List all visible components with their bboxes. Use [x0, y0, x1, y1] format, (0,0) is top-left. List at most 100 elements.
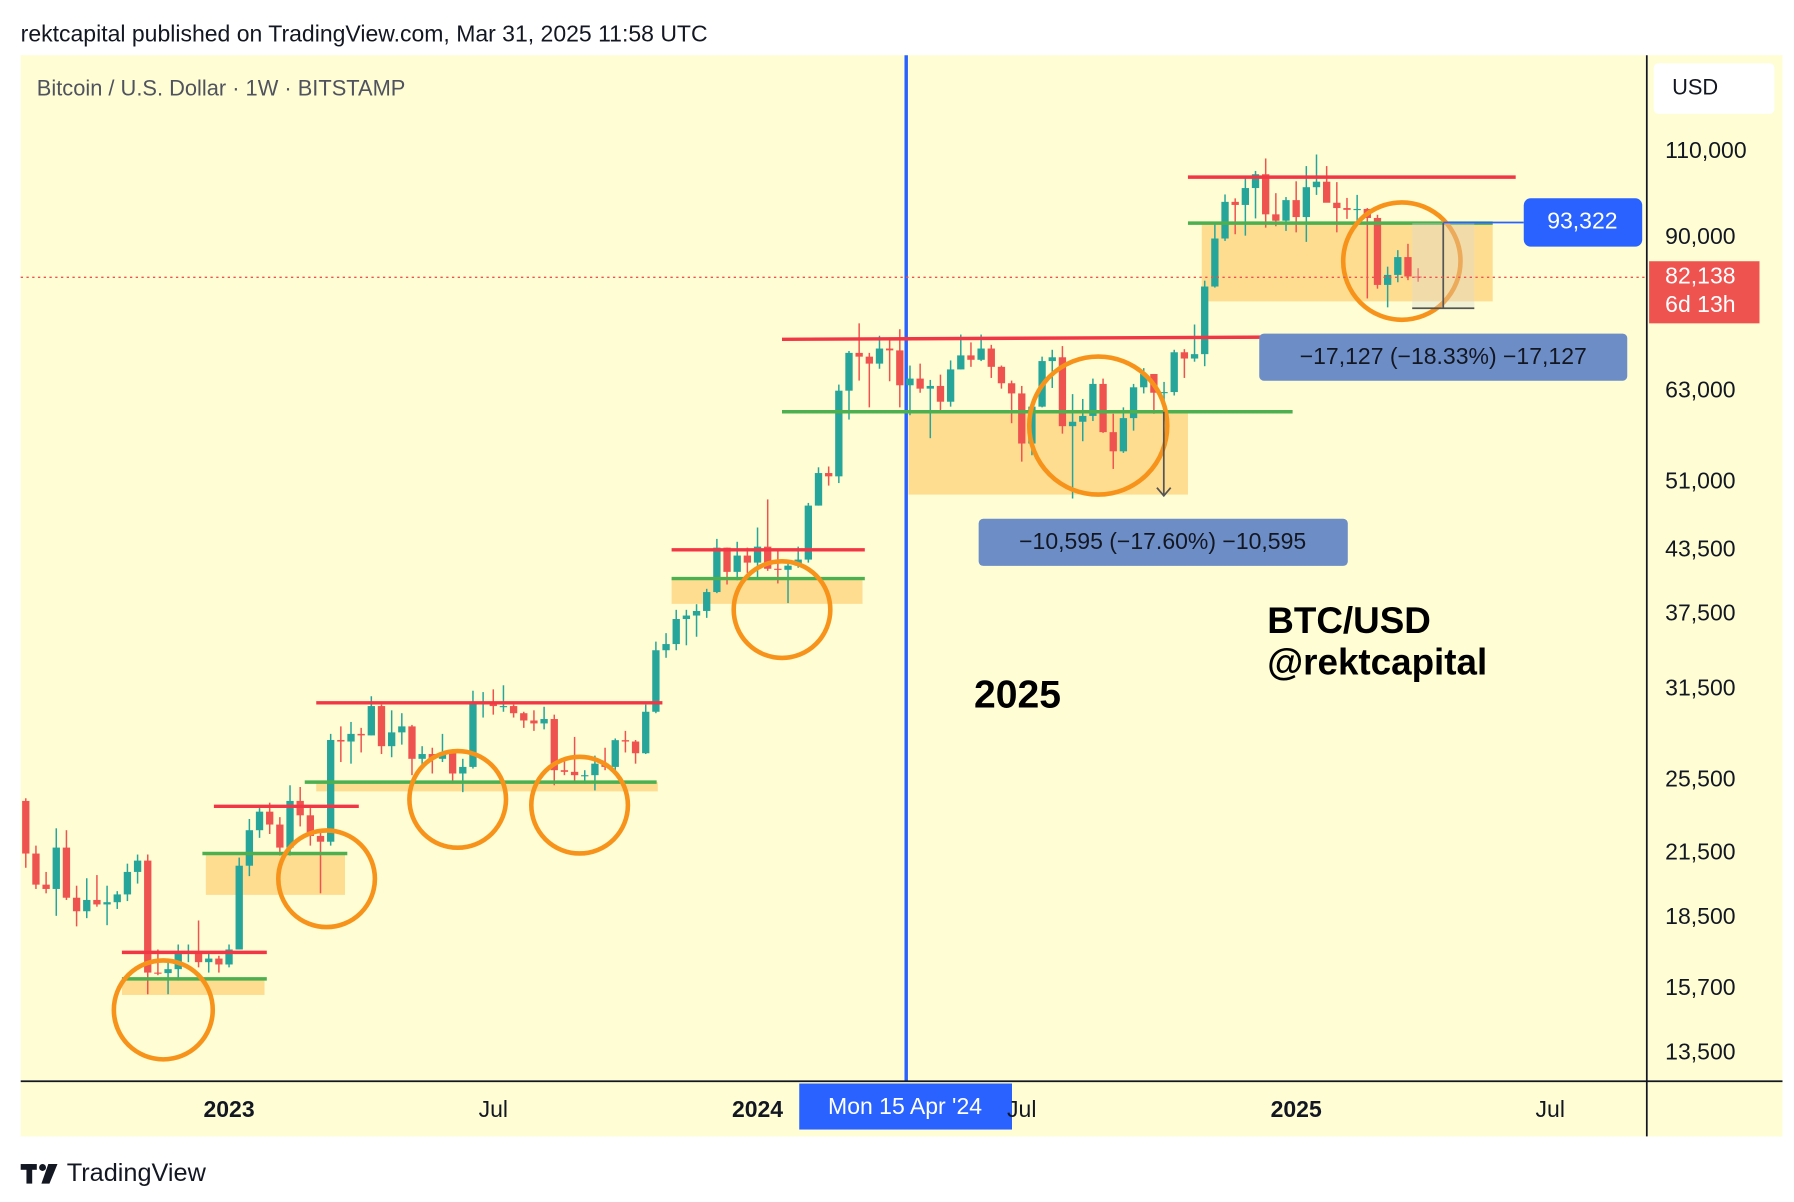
levels: [121, 175, 1516, 981]
candle-body: [530, 720, 538, 724]
candle-body: [62, 847, 71, 898]
candle-body: [916, 378, 924, 389]
y-tick-label: 31,500: [1665, 674, 1735, 700]
candle-body: [1109, 432, 1117, 452]
candle-body: [255, 811, 264, 831]
candle-body: [733, 555, 741, 572]
candle-body: [611, 740, 619, 767]
candle-body: [1373, 217, 1382, 285]
candle-body: [1007, 383, 1016, 394]
measure-tools: [1156, 223, 1475, 498]
candle-body: [672, 619, 680, 645]
candle-body: [1089, 383, 1097, 416]
candle-body: [499, 706, 508, 708]
circle: [407, 748, 509, 851]
logo-part: [26, 1164, 33, 1184]
candle-body: [469, 703, 477, 767]
marker-label: 93,322: [1547, 208, 1617, 234]
candle-body: [581, 775, 589, 777]
circle: [1026, 354, 1170, 497]
zone: [908, 411, 1188, 495]
y-tick-label: 51,000: [1665, 467, 1735, 493]
candle-body: [387, 732, 396, 747]
candle-body: [987, 348, 995, 367]
candle-body: [662, 644, 670, 651]
x-tick-label: Jul: [479, 1096, 508, 1122]
candle-body: [1241, 188, 1250, 205]
last-price-box: [1649, 261, 1760, 324]
candle-body: [977, 348, 985, 360]
x-tick-label: Jul: [1007, 1096, 1036, 1122]
candle-body: [1282, 200, 1290, 221]
candle-body: [1251, 174, 1260, 189]
candle-body: [652, 650, 660, 712]
candle-body: [957, 355, 965, 370]
candle-body: [774, 568, 782, 570]
candle-body: [22, 800, 30, 854]
candle-body: [276, 824, 284, 848]
candle-body: [1312, 181, 1321, 188]
watermark: BTC/USD: [1267, 600, 1431, 641]
arrow-head: [1156, 487, 1172, 498]
measure-label: −10,595 (−17.60%) −10,595: [1019, 528, 1306, 554]
candle-body: [52, 847, 60, 889]
candle-body: [448, 752, 457, 774]
circle: [1340, 200, 1463, 323]
candle-body: [743, 555, 752, 563]
candle-body: [713, 547, 721, 593]
candle-body: [164, 969, 172, 974]
candle-body: [1190, 354, 1199, 359]
countdown: 6d 13h: [1665, 291, 1735, 317]
y-tick-label: 13,500: [1665, 1039, 1735, 1065]
candle-body: [1119, 418, 1128, 452]
circle: [528, 754, 631, 856]
candle-body: [418, 754, 426, 759]
candle-body: [93, 899, 101, 905]
chart-panel: [20, 55, 1783, 1137]
candle-body: [753, 546, 762, 563]
resistance: [781, 335, 1293, 342]
candle-body: [692, 610, 701, 616]
y-tick-label: 43,500: [1665, 536, 1735, 562]
candle-body: [560, 770, 569, 772]
circle: [276, 828, 378, 930]
candle-body: [83, 899, 91, 912]
candle-body: [1302, 187, 1310, 218]
candle-body: [245, 830, 254, 866]
candle-body: [1079, 415, 1087, 422]
candle-body: [459, 766, 467, 774]
candle-body: [337, 739, 345, 742]
candle-body: [804, 505, 813, 560]
candle-body: [286, 800, 294, 848]
candle-body: [1068, 421, 1077, 427]
candle-body: [1018, 393, 1026, 444]
y-tick-label: 25,500: [1665, 765, 1735, 791]
candle-body: [357, 733, 365, 736]
candle-body: [1211, 238, 1219, 287]
candle-body: [1099, 383, 1107, 433]
candle-body: [1048, 357, 1056, 362]
candle-body: [266, 811, 274, 825]
candle-body: [621, 740, 630, 742]
candle-body: [1058, 357, 1067, 427]
candle-body: [1272, 214, 1280, 221]
marker-box: [1523, 198, 1643, 247]
measure-box: [978, 518, 1348, 566]
candle-body: [591, 763, 599, 776]
candle-body: [1383, 274, 1392, 285]
candle-body: [32, 853, 40, 885]
candle-body: [1292, 200, 1300, 218]
x-tick-label: 2023: [203, 1096, 254, 1122]
candles: [22, 154, 1422, 995]
candle-body: [1333, 202, 1341, 209]
candle-body: [896, 350, 904, 386]
currency: USD: [1672, 74, 1718, 99]
crosshair-box: [799, 1083, 1012, 1130]
circles: [111, 200, 1463, 1062]
candle-body: [967, 355, 975, 360]
candle-body: [194, 951, 203, 963]
candle-body: [723, 547, 731, 572]
candle-body: [1404, 257, 1412, 277]
zone: [121, 978, 265, 995]
candle-body: [855, 352, 863, 357]
